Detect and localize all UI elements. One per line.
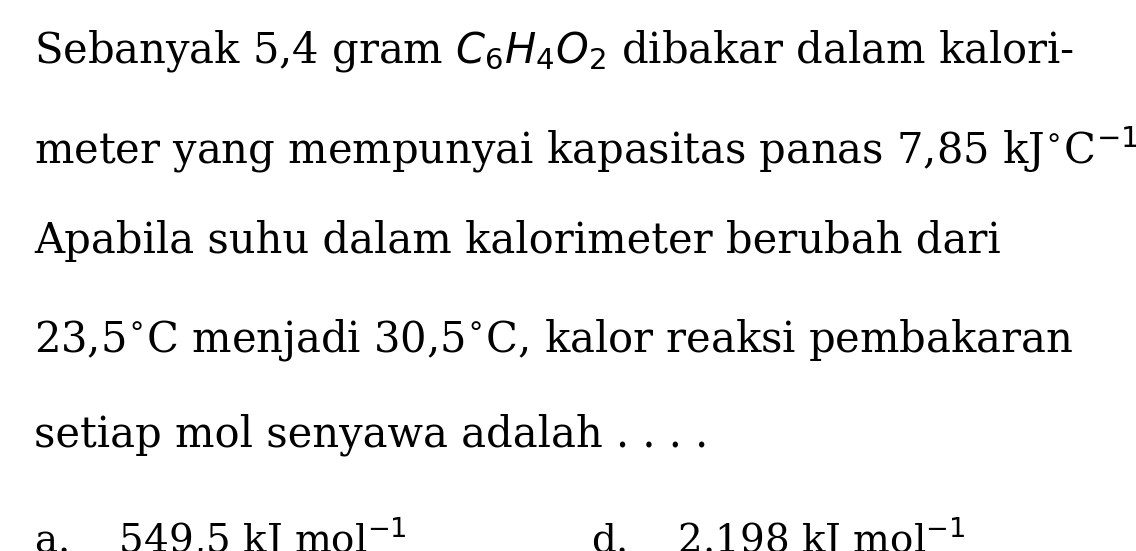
Text: d.    2.198 kJ mol$^{-1}$: d. 2.198 kJ mol$^{-1}$ — [591, 515, 966, 551]
Text: setiap mol senyawa adalah . . . .: setiap mol senyawa adalah . . . . — [34, 413, 709, 456]
Text: Sebanyak 5,4 gram $C_6H_4O_2$ dibakar dalam kalori-: Sebanyak 5,4 gram $C_6H_4O_2$ dibakar da… — [34, 28, 1074, 73]
Text: a.    549,5 kJ mol$^{-1}$: a. 549,5 kJ mol$^{-1}$ — [34, 515, 407, 551]
Text: 23,5$^{\circ}$C menjadi 30,5$^{\circ}$C, kalor reaksi pembakaran: 23,5$^{\circ}$C menjadi 30,5$^{\circ}$C,… — [34, 317, 1074, 363]
Text: meter yang mempunyai kapasitas panas 7,85 kJ$^{\circ}$C$^{-1}$.: meter yang mempunyai kapasitas panas 7,8… — [34, 124, 1136, 175]
Text: Apabila suhu dalam kalorimeter berubah dari: Apabila suhu dalam kalorimeter berubah d… — [34, 220, 1001, 262]
